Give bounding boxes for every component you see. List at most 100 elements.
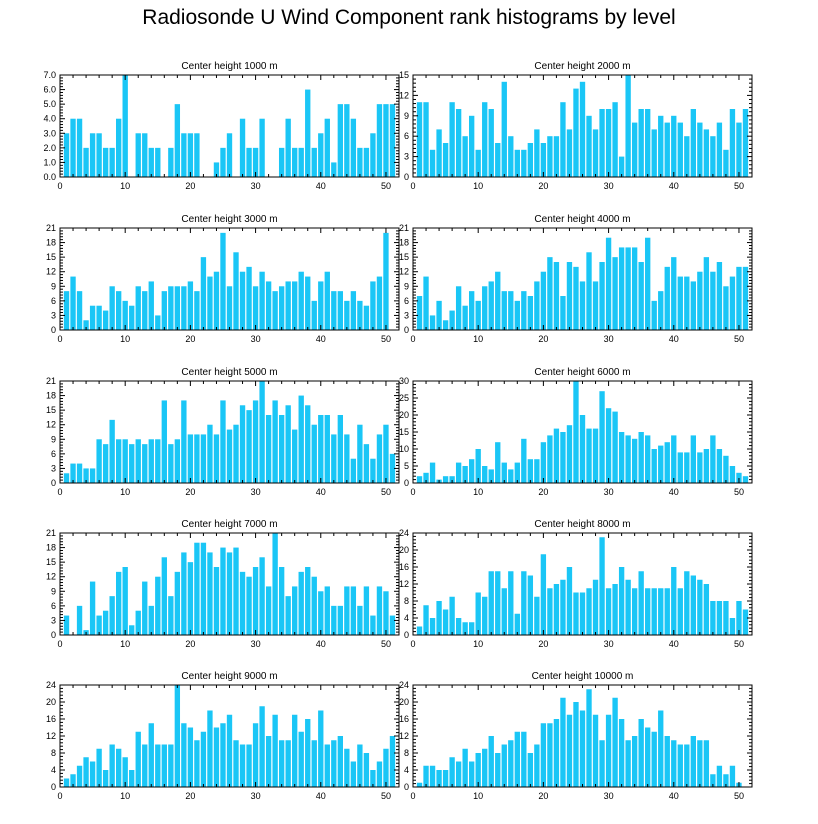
histogram-bar [475,753,481,787]
histogram-bar [220,547,226,635]
y-tick-label: 8 [404,596,409,606]
histogram-bar [495,271,501,330]
histogram-bar [599,109,605,177]
x-tick-label: 40 [316,487,326,497]
histogram-bar [324,744,330,787]
histogram-bar [181,286,187,330]
y-tick-label: 9 [51,434,56,444]
histogram-bar [592,579,599,635]
y-tick-label: 0.0 [43,172,56,182]
histogram-bar [514,731,520,787]
y-tick-label: 4 [404,613,409,623]
histogram-bar [573,88,579,177]
histogram-bar [122,300,128,330]
histogram-bar [501,462,507,483]
histogram-bar [155,315,161,330]
histogram-bar [651,129,657,177]
histogram-bar [246,744,252,787]
histogram-bar [710,136,716,177]
histogram-bar [723,149,729,177]
histogram-bar [337,291,343,330]
histogram-bar [298,271,304,330]
histogram-bar [742,266,749,330]
histogram-bar [292,586,298,635]
histogram-bar [63,133,70,177]
histogram-bar [285,118,291,177]
y-tick-label: 21 [46,528,56,538]
histogram-bar [658,710,664,787]
y-tick-label: 15 [46,557,56,567]
histogram-bar [122,439,128,483]
histogram-bar [102,444,109,483]
histogram-bar [174,439,181,483]
histogram-bar [278,567,285,635]
y-tick-label: 3 [404,152,409,162]
histogram-bar [278,740,285,787]
x-tick-label: 40 [669,791,679,801]
histogram-bar [168,147,174,177]
histogram-bar [265,586,272,635]
histogram-bar [318,281,324,330]
y-tick-label: 16 [46,714,56,724]
histogram-bar [716,122,723,177]
histogram-bar [239,405,246,483]
histogram-bar [736,472,742,483]
histogram-bar [436,129,442,177]
histogram-bar [376,761,383,787]
x-tick-label: 30 [251,791,261,801]
histogram-bar [76,291,83,330]
histogram-bar [592,714,599,787]
histogram-bar [187,133,194,177]
histogram-bar [350,761,357,787]
panel-title: Center height 9000 m [181,671,277,682]
x-tick-label: 30 [251,334,261,344]
histogram-bar [684,744,690,787]
histogram-bar [482,596,488,635]
y-tick-label: 4 [404,765,409,775]
histogram-bar [376,104,383,177]
y-tick-label: 0 [404,172,409,182]
histogram-bar [376,434,383,483]
histogram-bar [625,75,631,177]
histogram-bar [553,584,560,635]
histogram-bar [70,463,76,483]
histogram-bar [109,419,115,483]
histogram-bar [370,458,376,483]
histogram-bar [723,774,729,787]
histogram-bar [664,736,670,787]
histogram-bar [618,247,625,330]
histogram-bar [213,162,220,177]
histogram-bar [573,266,579,330]
histogram-bar [664,588,670,635]
y-tick-label: 18 [399,238,409,248]
histogram-bar [716,262,723,330]
histogram-bar [501,81,507,177]
x-tick-label: 30 [251,181,261,191]
histogram-bar [194,434,200,483]
histogram-bar [76,118,83,177]
histogram-bar [200,731,207,787]
y-tick-label: 9 [51,586,56,596]
histogram-bar [710,774,716,787]
x-tick-label: 50 [734,181,744,191]
histogram-bar [508,136,514,177]
histogram-bar [233,252,239,330]
histogram-bar [96,748,102,787]
histogram-bar [161,557,167,635]
histogram-bar [116,748,122,787]
histogram-bar [278,286,285,330]
panel-title: Center height 1000 m [181,61,277,72]
histogram-bar [207,552,213,635]
histogram-bar [684,571,690,635]
histogram-bar [129,770,135,787]
histogram-bar [89,581,96,635]
histogram-bar [168,444,174,483]
histogram-bar [482,102,488,177]
histogram-bar [579,710,586,787]
y-tick-label: 4.0 [43,114,56,124]
histogram-bar [102,310,109,330]
histogram-bar [671,115,677,177]
y-tick-label: 4 [51,765,56,775]
histogram-bar [429,618,436,635]
histogram-bar [148,281,154,330]
